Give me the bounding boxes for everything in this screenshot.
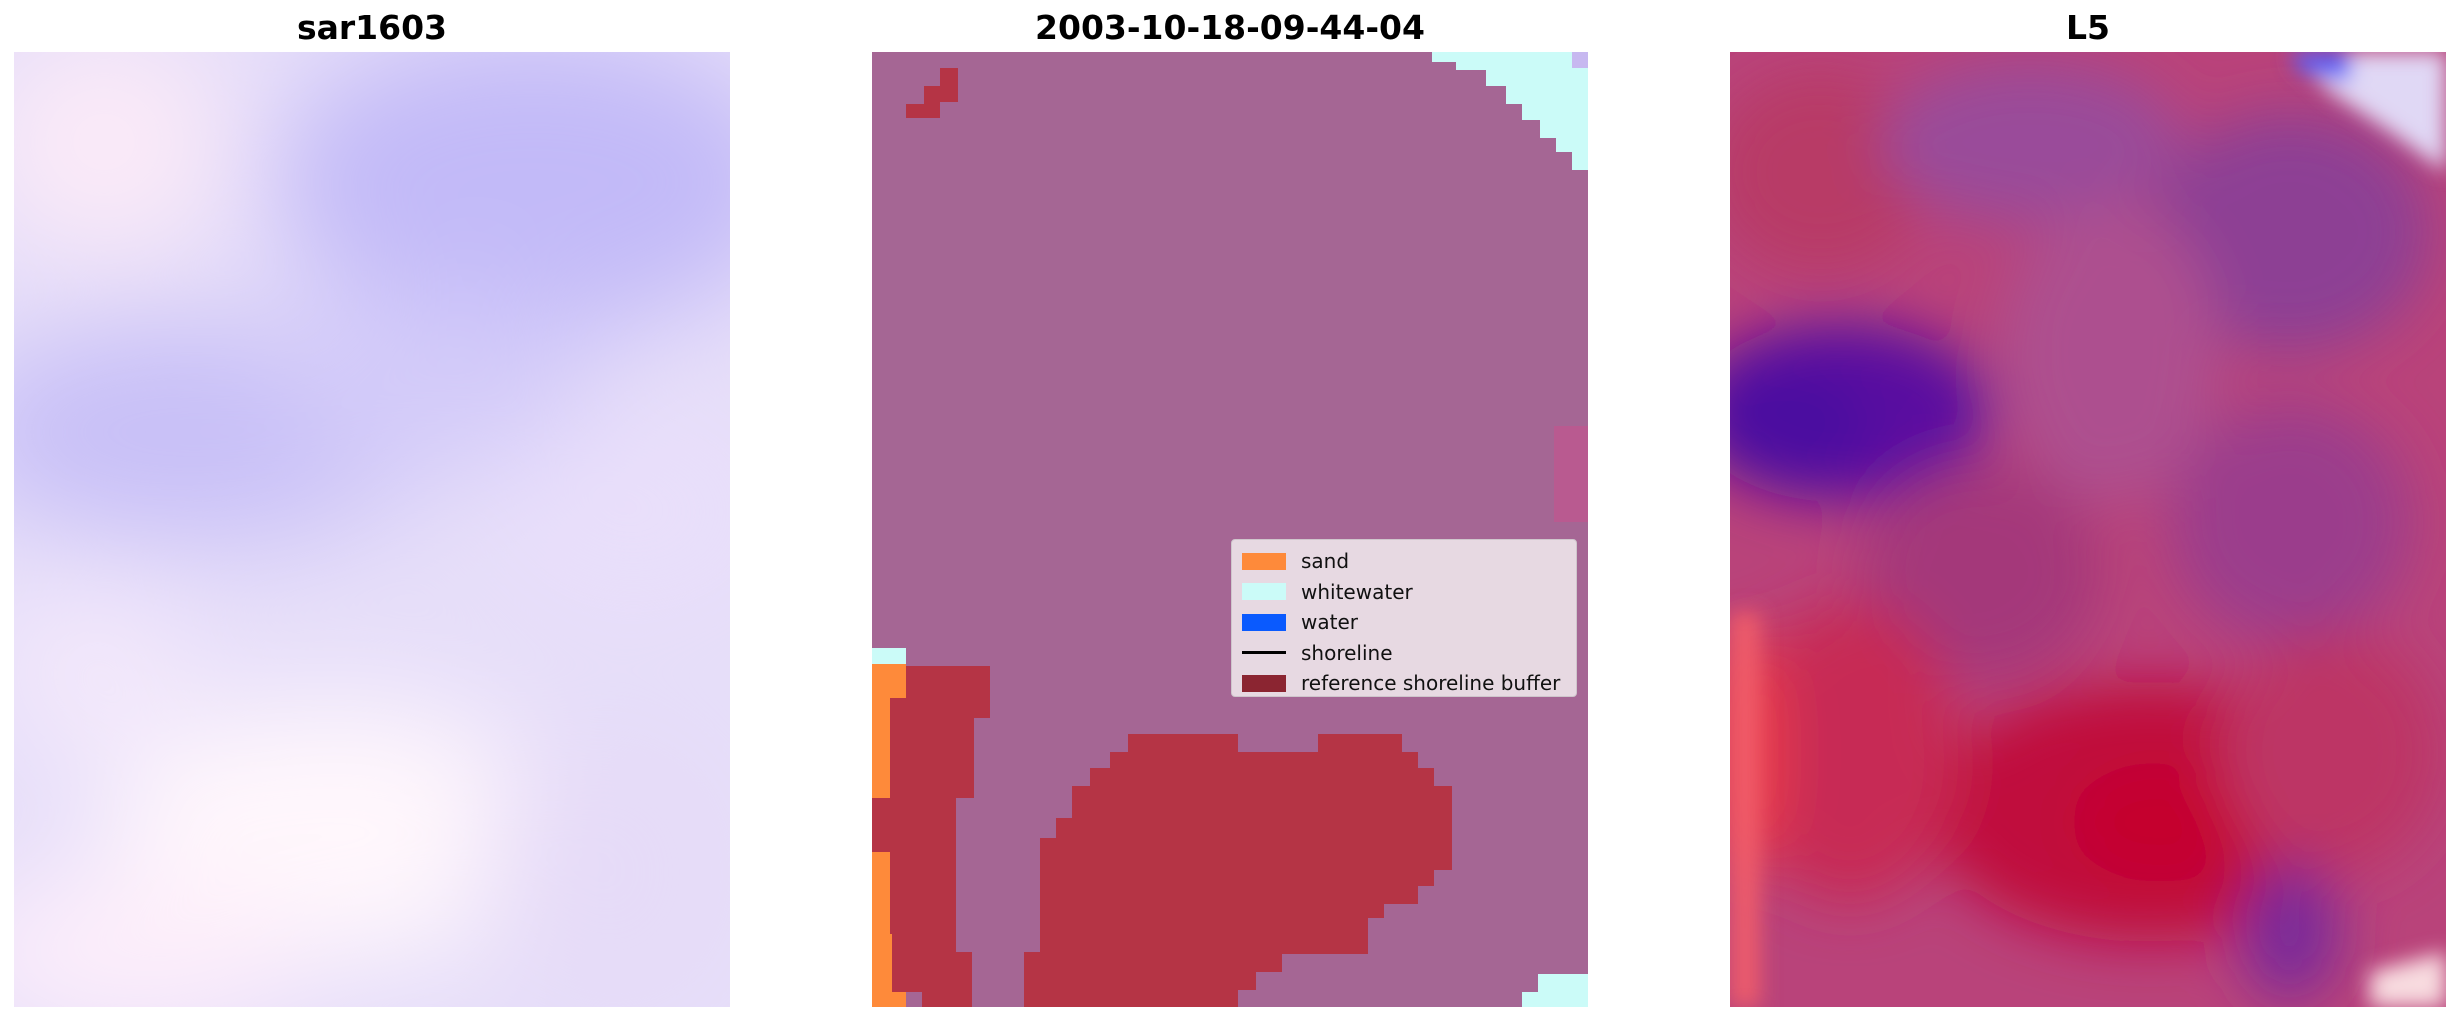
sar-panel: sar1603 <box>14 0 730 1021</box>
legend-entry-reference-buffer: reference shoreline buffer <box>1242 668 1566 699</box>
legend: sand whitewater water shoreline referenc… <box>1231 539 1577 697</box>
legend-label: water <box>1301 610 1358 635</box>
whitewater-swatch <box>1242 583 1286 601</box>
sar-image <box>14 52 730 1007</box>
classification-map <box>872 52 1588 1007</box>
classification-panel: 2003-10-18-09-44-04 <box>872 0 1588 1021</box>
l5-panel: L5 <box>1730 0 2446 1021</box>
classification-panel-title: 2003-10-18-09-44-04 <box>1035 8 1425 47</box>
reference-buffer-swatch <box>1242 674 1286 692</box>
legend-entry-sand: sand <box>1242 546 1566 577</box>
legend-label: reference shoreline buffer <box>1301 671 1561 696</box>
legend-entry-shoreline: shoreline <box>1242 638 1566 669</box>
shoreline-line-swatch <box>1242 651 1286 655</box>
legend-label: whitewater <box>1301 579 1413 604</box>
legend-entry-water: water <box>1242 607 1566 638</box>
legend-label: shoreline <box>1301 640 1393 665</box>
legend-entry-whitewater: whitewater <box>1242 577 1566 608</box>
l5-panel-title: L5 <box>2066 8 2110 47</box>
water-swatch <box>1242 613 1286 631</box>
legend-label: sand <box>1301 549 1350 574</box>
sar-panel-title: sar1603 <box>296 8 448 47</box>
l5-image <box>1730 52 2446 1007</box>
sand-swatch <box>1242 552 1286 570</box>
